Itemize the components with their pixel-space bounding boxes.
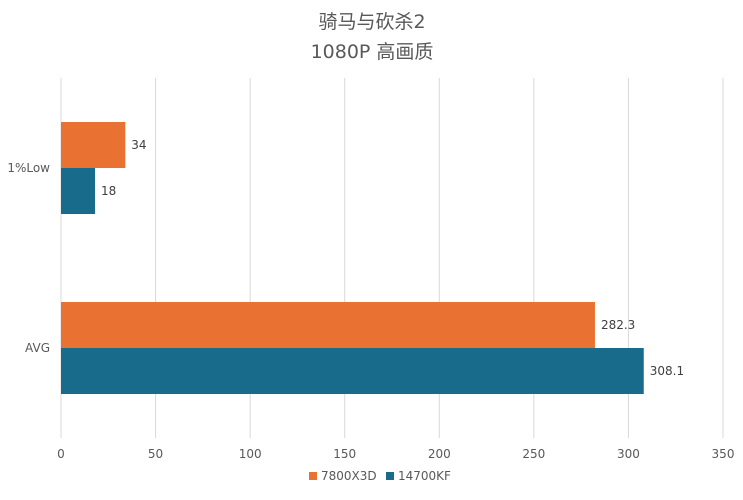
- bar: [61, 348, 644, 394]
- data-label: 18: [101, 184, 116, 198]
- bar: [61, 122, 126, 168]
- chart-title: 骑马与砍杀2: [318, 11, 425, 33]
- data-label: 308.1: [650, 364, 684, 378]
- x-axis-ticks: 0 50 100 150 200 250 300 350: [57, 447, 734, 461]
- legend-swatch: [386, 472, 394, 480]
- legend-label: 7800X3D: [321, 469, 377, 483]
- x-tick-label: 350: [712, 447, 735, 461]
- x-tick-label: 200: [428, 447, 451, 461]
- y-axis-categories: 1%Low AVG: [7, 161, 50, 355]
- gridlines: [60, 78, 724, 438]
- x-tick-label: 50: [148, 447, 163, 461]
- bar: [61, 168, 96, 214]
- x-tick-label: 100: [239, 447, 262, 461]
- bar: [61, 302, 595, 348]
- legend-swatch: [309, 472, 317, 480]
- x-tick-label: 150: [333, 447, 356, 461]
- x-tick-label: 250: [522, 447, 545, 461]
- bars: 34 18 282.3 308.1: [61, 122, 684, 394]
- category-label: 1%Low: [7, 161, 50, 175]
- legend-label: 14700KF: [398, 469, 451, 483]
- data-label: 34: [131, 138, 146, 152]
- chart-subtitle: 1080P 高画质: [311, 41, 434, 63]
- data-label: 282.3: [601, 318, 635, 332]
- x-tick-label: 0: [57, 447, 65, 461]
- legend: 7800X3D 14700KF: [309, 469, 451, 483]
- x-tick-label: 300: [617, 447, 640, 461]
- category-label: AVG: [25, 341, 50, 355]
